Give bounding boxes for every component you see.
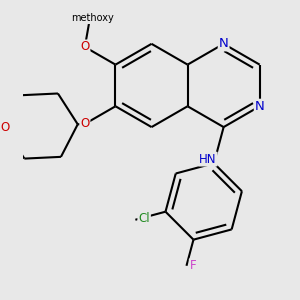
Text: O: O — [80, 118, 89, 130]
Text: F: F — [190, 259, 196, 272]
Text: methoxy: methoxy — [71, 13, 113, 23]
Text: HN: HN — [199, 153, 217, 166]
Text: Cl: Cl — [138, 212, 150, 225]
Text: O: O — [0, 121, 9, 134]
Text: O: O — [80, 40, 89, 53]
Text: N: N — [219, 37, 229, 50]
Text: N: N — [255, 100, 265, 113]
